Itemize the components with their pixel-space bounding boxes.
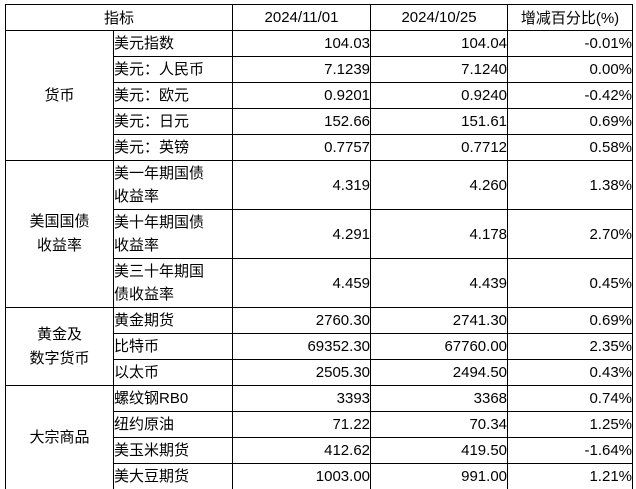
pct-change-cell: 0.45% xyxy=(507,258,634,308)
indicator-cell: 美元指数 xyxy=(112,30,234,57)
pct-change-cell: 1.21% xyxy=(507,463,634,489)
value-previous-cell: 991.00 xyxy=(370,463,509,489)
table-row: 黄金及 数字货币 黄金期货 2760.30 2741.30 0.69% xyxy=(5,307,634,386)
table-row: 美十年期国债 收益率 4.291 4.178 2.70% xyxy=(6,209,634,259)
pct-change-cell: 0.69% xyxy=(507,307,634,334)
value-current-cell: 71.22 xyxy=(232,411,372,438)
value-previous-cell: 3368 xyxy=(370,385,509,412)
indicator-cell: 美三十年期国 债收益率 xyxy=(112,258,234,308)
value-previous-cell: 419.50 xyxy=(370,437,509,464)
indicator-cell: 黄金期货 xyxy=(112,307,234,334)
table-row: 纽约原油 71.22 70.34 1.25% xyxy=(6,411,634,438)
table-row: 美大豆期货 1003.00 991.00 1.21% xyxy=(6,463,634,489)
pct-change-cell: 2.70% xyxy=(507,209,634,259)
header-row: 指标 2024/11/01 2024/10/25 增减百分比(%) xyxy=(4,4,634,31)
value-current-cell: 69352.30 xyxy=(232,333,372,360)
indicator-cell: 美元：欧元 xyxy=(112,82,234,109)
value-previous-cell: 4.260 xyxy=(370,160,509,210)
category-cell-commodities: 大宗商品 xyxy=(5,385,114,489)
value-previous-cell: 2494.50 xyxy=(370,359,509,386)
value-current-cell: 152.66 xyxy=(232,108,372,135)
value-previous-cell: 67760.00 xyxy=(370,333,509,360)
indicator-cell: 美玉米期货 xyxy=(112,437,234,464)
value-previous-cell: 151.61 xyxy=(370,108,509,135)
pct-change-cell: 0.74% xyxy=(507,385,634,412)
pct-change-cell: 0.43% xyxy=(507,359,634,386)
table-row: 美元：日元 152.66 151.61 0.69% xyxy=(6,108,634,135)
indicator-cell: 美一年期国债 收益率 xyxy=(112,160,234,210)
pct-change-cell: -0.42% xyxy=(507,82,634,109)
value-current-cell: 104.03 xyxy=(232,30,372,57)
table-row: 大宗商品 螺纹钢RB0 3393 3368 0.74% xyxy=(5,385,634,489)
value-current-cell: 4.319 xyxy=(232,160,372,210)
table-row: 货币 美元指数 104.03 104.04 -0.01% xyxy=(5,30,634,161)
header-date-previous: 2024/10/25 xyxy=(370,4,509,31)
indicator-cell: 纽约原油 xyxy=(112,411,234,438)
value-previous-cell: 2741.30 xyxy=(370,307,509,334)
value-current-cell: 4.459 xyxy=(232,258,372,308)
category-cell-treasury-yields: 美国国债 收益率 xyxy=(5,160,114,308)
table-row: 美国国债 收益率 美一年期国债 收益率 4.319 4.260 1.38% xyxy=(5,160,634,308)
value-previous-cell: 4.439 xyxy=(370,258,509,308)
value-current-cell: 1003.00 xyxy=(232,463,372,489)
indicator-cell: 以太币 xyxy=(112,359,234,386)
value-previous-cell: 70.34 xyxy=(370,411,509,438)
indicator-cell: 螺纹钢RB0 xyxy=(112,385,234,412)
value-current-cell: 3393 xyxy=(232,385,372,412)
pct-change-cell: -1.64% xyxy=(507,437,634,464)
value-current-cell: 0.9201 xyxy=(232,82,372,109)
indicator-cell: 美大豆期货 xyxy=(112,463,234,489)
indicator-cell: 美元：英镑 xyxy=(112,134,234,161)
value-current-cell: 412.62 xyxy=(232,437,372,464)
pct-change-cell: 1.38% xyxy=(507,160,634,210)
value-current-cell: 0.7757 xyxy=(232,134,372,161)
table-row: 美元：英镑 0.7757 0.7712 0.58% xyxy=(6,134,634,161)
table-row: 比特币 69352.30 67760.00 2.35% xyxy=(6,333,634,360)
value-current-cell: 4.291 xyxy=(232,209,372,259)
value-current-cell: 2760.30 xyxy=(232,307,372,334)
pct-change-cell: 0.69% xyxy=(507,108,634,135)
pct-change-cell: 1.25% xyxy=(507,411,634,438)
table-row: 以太币 2505.30 2494.50 0.43% xyxy=(6,359,634,386)
header-indicator: 指标 xyxy=(4,4,234,31)
table-row: 美元：欧元 0.9201 0.9240 -0.42% xyxy=(6,82,634,109)
value-previous-cell: 4.178 xyxy=(370,209,509,259)
table-row: 美元：人民币 7.1239 7.1240 0.00% xyxy=(6,56,634,83)
category-cell-gold-crypto: 黄金及 数字货币 xyxy=(5,307,114,386)
financial-indicators-table: 指标 2024/11/01 2024/10/25 增减百分比(%) 货币 美元指… xyxy=(4,4,634,489)
value-previous-cell: 7.1240 xyxy=(370,56,509,83)
value-current-cell: 2505.30 xyxy=(232,359,372,386)
header-date-current: 2024/11/01 xyxy=(232,4,372,31)
header-change-percent: 增减百分比(%) xyxy=(507,4,634,31)
indicator-cell: 美十年期国债 收益率 xyxy=(112,209,234,259)
value-previous-cell: 0.9240 xyxy=(370,82,509,109)
pct-change-cell: 0.00% xyxy=(507,56,634,83)
value-current-cell: 7.1239 xyxy=(232,56,372,83)
category-cell-currency: 货币 xyxy=(5,30,114,161)
pct-change-cell: 0.58% xyxy=(507,134,634,161)
value-previous-cell: 0.7712 xyxy=(370,134,509,161)
table-row: 美玉米期货 412.62 419.50 -1.64% xyxy=(6,437,634,464)
indicator-cell: 美元：日元 xyxy=(112,108,234,135)
value-previous-cell: 104.04 xyxy=(370,30,509,57)
indicator-cell: 美元：人民币 xyxy=(112,56,234,83)
pct-change-cell: 2.35% xyxy=(507,333,634,360)
indicator-cell: 比特币 xyxy=(112,333,234,360)
pct-change-cell: -0.01% xyxy=(507,30,634,57)
